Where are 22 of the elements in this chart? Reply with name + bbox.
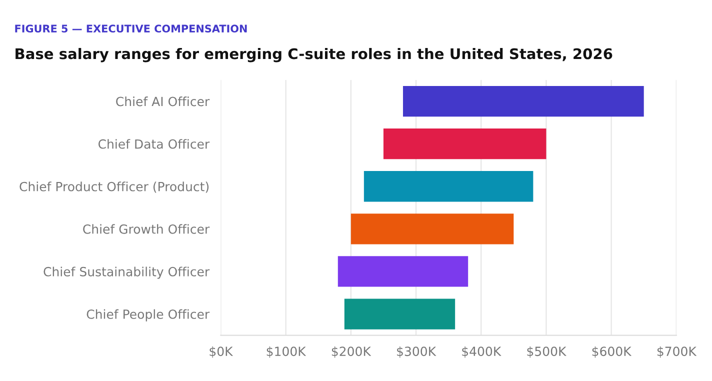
x-tick-label: $300K [397, 346, 436, 358]
y-tick-label: Chief Data Officer [98, 139, 210, 149]
bar [344, 298, 456, 330]
x-tick-label: $700K [657, 346, 697, 358]
bar [364, 171, 534, 202]
bar [402, 86, 644, 117]
y-tick-label: Chief Growth Officer [83, 224, 210, 234]
x-tick-label: $600K [592, 346, 632, 358]
text: FIGURE 5 — EXECUTIVE COMPENSATION [15, 24, 247, 33]
y-tick-label: Chief AI Officer [116, 96, 210, 106]
y-tick-label: Chief People Officer [86, 309, 210, 322]
x-tick-label: $200K [332, 346, 372, 358]
bar [383, 128, 546, 160]
bar [338, 256, 468, 287]
x-tick-label: $100K [266, 346, 306, 358]
y-tick-label: Chief Sustainability Officer [44, 266, 210, 279]
y-tick-label: Chief Product Officer (Product) [20, 182, 209, 193]
x-tick-label: $400K [462, 346, 502, 358]
bar [350, 214, 514, 244]
x-tick-label: $0K [210, 346, 234, 358]
chart-title: Base salary ranges for emerging C-suite roles in the United States, 2026 [16, 48, 612, 62]
x-tick-label: $500K [527, 346, 566, 358]
